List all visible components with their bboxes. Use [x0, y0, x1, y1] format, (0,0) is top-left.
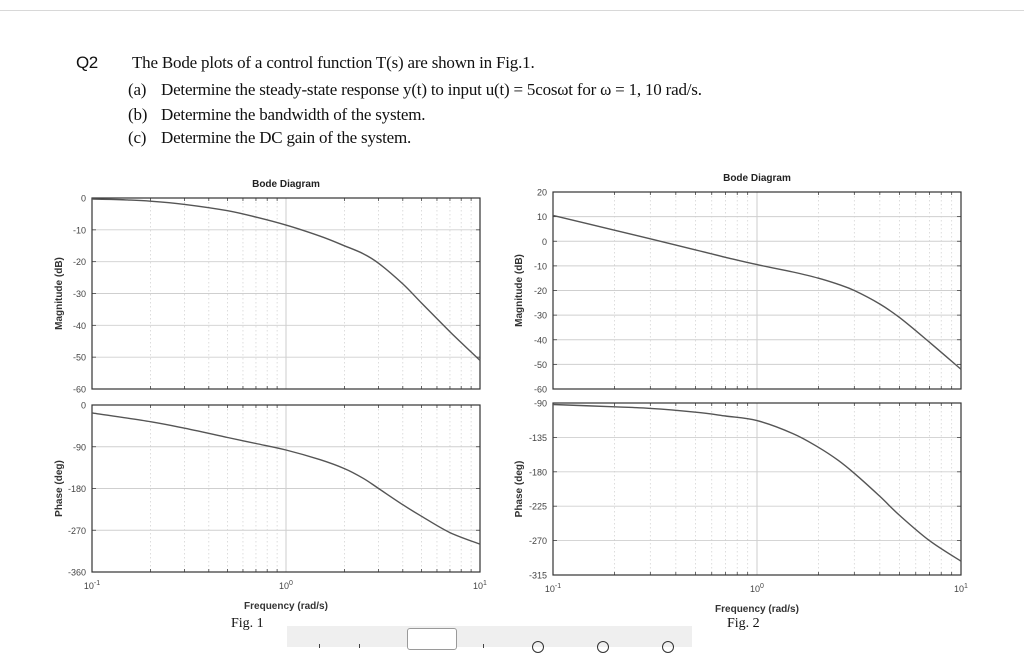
y-tick-label: -40 [534, 335, 547, 345]
y-tick-label: -360 [68, 568, 86, 578]
y-tick-label: -10 [534, 261, 547, 271]
part-label: (c) [128, 128, 147, 147]
y-tick-label: -90 [73, 442, 86, 452]
y-tick-label: -20 [73, 257, 86, 267]
question-part-b: (b) Determine the bandwidth of the system… [128, 105, 426, 125]
y-tick-label: 10 [537, 212, 547, 222]
fig1-phase-plot: 0 -90 -180 -270 -360 Phase (deg) 10-1 100 101 Fre… [54, 401, 487, 613]
question-part-c: (c) Determine the DC gain of the system. [128, 128, 411, 148]
y-tick-label: -10 [73, 225, 86, 235]
x-tick-label: 100 [750, 583, 764, 594]
part-label: (a) [128, 80, 147, 99]
y-tick-label: 20 [537, 188, 547, 198]
toolbar-next-icon[interactable] [359, 644, 360, 648]
y-tick-label: -20 [534, 286, 547, 296]
bode-curve [552, 214, 962, 370]
y-tick-label: -225 [529, 502, 547, 512]
part-label: (b) [128, 105, 148, 124]
fig1-magnitude-plot: 0 -10 -20 -30 -40 -50 -60 Magnitude (dB) Bode Di… [54, 179, 481, 395]
chart-title: Bode Diagram [723, 173, 791, 184]
page-top-divider [0, 10, 1024, 11]
question-intro: The Bode plots of a control function T(s… [132, 53, 535, 72]
y-tick-label: -270 [68, 526, 86, 536]
part-text: Determine the DC gain of the system. [161, 128, 412, 147]
y-tick-label: -90 [534, 399, 547, 409]
y-tick-label: -60 [534, 385, 547, 395]
y-tick-label: -30 [534, 311, 547, 321]
x-axis-label: Frequency (rad/s) [715, 604, 799, 615]
y-tick-label: -40 [73, 321, 86, 331]
zoom-in-icon[interactable] [532, 641, 544, 653]
part-text: Determine the steady-state response y(t)… [161, 80, 702, 99]
fig2-phase-plot: -90 -135 -180 -225 -270 -315 Phase (deg) 10-1 10… [514, 399, 968, 616]
bode-curve [552, 403, 962, 562]
y-tick-label: -270 [529, 536, 547, 546]
x-tick-label: 100 [279, 580, 293, 591]
bode-curve [91, 198, 481, 361]
y-axis-label: Magnitude (dB) [54, 257, 65, 330]
question-part-a: (a) Determine the steady-state response y… [128, 80, 702, 100]
y-tick-label: -50 [73, 353, 86, 363]
y-tick-label: -180 [529, 467, 547, 477]
y-tick-label: -135 [529, 433, 547, 443]
y-tick-label: -50 [534, 360, 547, 370]
bode-curve [91, 412, 481, 545]
y-axis-label: Phase (deg) [54, 460, 65, 517]
y-axis-label: Magnitude (dB) [514, 254, 525, 327]
part-text: Determine the bandwidth of the system. [161, 105, 426, 124]
figure-1-caption: Fig. 1 [231, 616, 264, 631]
x-tick-label: 101 [954, 583, 968, 594]
document-viewer-toolbar [287, 626, 692, 653]
x-axis-label: Frequency (rad/s) [244, 601, 328, 612]
toolbar-page-total [483, 644, 484, 648]
toolbar-prev-icon[interactable] [319, 644, 320, 648]
x-tick-label: 10-1 [84, 580, 100, 591]
figure-2-caption: Fig. 2 [727, 616, 760, 631]
y-tick-label: -180 [68, 484, 86, 494]
x-tick-label: 101 [473, 580, 487, 591]
fig2-magnitude-plot: 20 10 0 -10 -20 -30 -40 -50 -60 Magnitude (dB) Bod… [514, 173, 962, 395]
question-number: Q2 [76, 53, 98, 72]
chart-title: Bode Diagram [252, 179, 320, 190]
y-tick-label: 0 [542, 237, 547, 247]
y-tick-label: 0 [81, 194, 86, 204]
zoom-out-icon[interactable] [597, 641, 609, 653]
y-tick-label: -315 [529, 571, 547, 581]
y-axis-label: Phase (deg) [514, 461, 525, 518]
fit-page-icon[interactable] [662, 641, 674, 653]
x-tick-label: 10-1 [545, 583, 561, 594]
y-tick-label: -60 [73, 385, 86, 395]
y-tick-label: 0 [81, 401, 86, 411]
y-tick-label: -30 [73, 289, 86, 299]
